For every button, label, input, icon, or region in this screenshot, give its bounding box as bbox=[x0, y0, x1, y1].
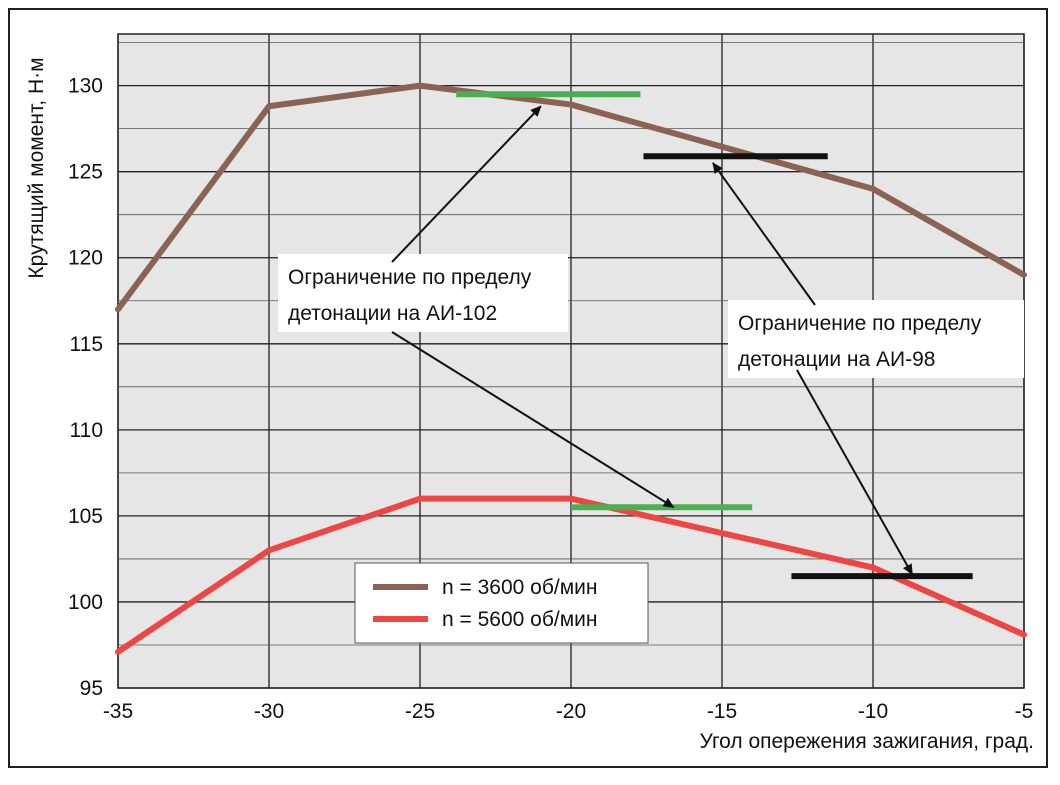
annotation-ai102-line2: детонации на АИ-102 bbox=[288, 302, 497, 325]
y-tick-label: 95 bbox=[80, 677, 103, 700]
annotation-ai102-line1: Ограничение по пределу bbox=[288, 266, 532, 289]
annotation-ai98-arrow-upper bbox=[712, 162, 816, 306]
annotation-ai98-background bbox=[728, 300, 1024, 378]
legend-label-5600: n = 5600 об/мин bbox=[442, 608, 597, 631]
y-axis-title: Крутящий момент, Н·м bbox=[25, 57, 48, 278]
annotation-ai98-line2: детонации на АИ-98 bbox=[738, 348, 935, 371]
x-tick-label: -20 bbox=[556, 700, 586, 723]
y-tick-label: 125 bbox=[68, 161, 103, 184]
annotation-ai98-line1: Ограничение по пределу bbox=[738, 312, 982, 335]
y-tick-label: 100 bbox=[68, 591, 103, 614]
legend-label-3600: n = 3600 об/мин bbox=[442, 576, 597, 599]
y-tick-label: 120 bbox=[68, 247, 103, 270]
legend: n = 3600 об/мин n = 5600 об/мин bbox=[354, 562, 649, 644]
annotation-ai98-arrow-lower bbox=[796, 369, 914, 576]
y-tick-label: 130 bbox=[68, 75, 103, 98]
annotation-ai98: Ограничение по пределу детонации на АИ-9… bbox=[712, 162, 1024, 576]
detonation-limit-lines bbox=[456, 91, 973, 580]
y-tick-label: 105 bbox=[68, 505, 103, 528]
x-tick-label: -5 bbox=[1015, 700, 1034, 723]
tick-labels: -35 -30 -25 -20 -15 -10 -5 95 100 105 110 115 120 125… bbox=[68, 75, 1033, 723]
x-tick-label: -25 bbox=[405, 700, 435, 723]
y-tick-label: 115 bbox=[70, 333, 103, 356]
x-tick-label: -15 bbox=[707, 700, 737, 723]
y-tick-label: 110 bbox=[70, 419, 103, 442]
annotation-ai102-background bbox=[278, 254, 568, 332]
annotation-ai102-arrow-lower bbox=[391, 331, 675, 509]
chart-frame bbox=[8, 8, 1048, 768]
x-tick-label: -10 bbox=[858, 700, 888, 723]
legend-box bbox=[354, 562, 649, 644]
x-tick-label: -35 bbox=[103, 700, 133, 723]
annotation-ai102-arrow-upper bbox=[391, 105, 542, 263]
annotation-ai102: Ограничение по пределу детонации на АИ-1… bbox=[278, 105, 675, 509]
x-axis-title: Угол опережения зажигания, град. bbox=[700, 730, 1034, 753]
x-tick-label: -30 bbox=[254, 700, 284, 723]
